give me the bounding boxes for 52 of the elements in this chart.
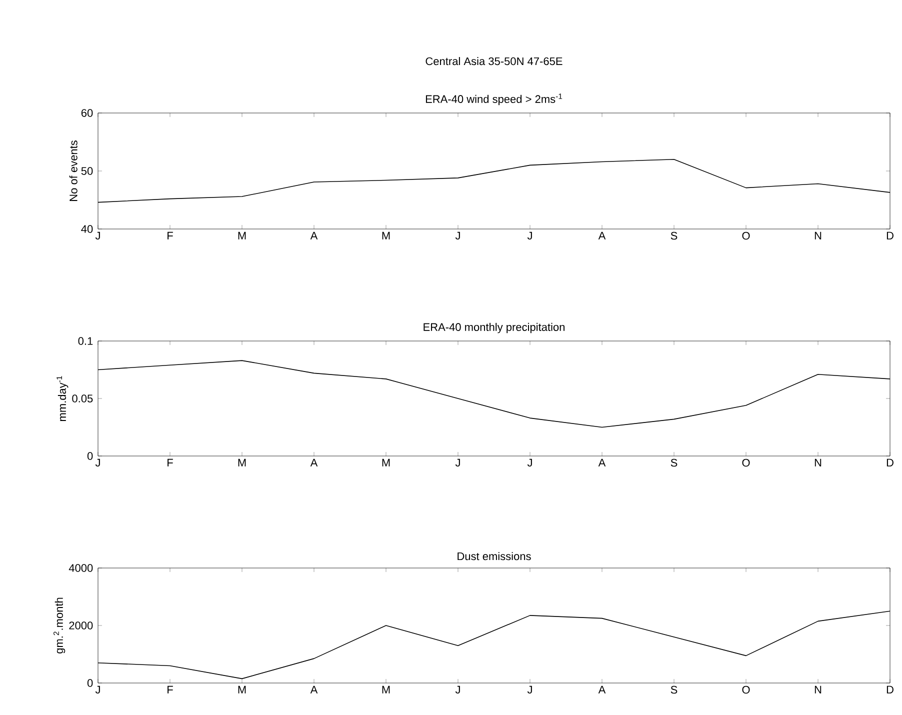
x-tick-label: N (814, 232, 822, 240)
x-tick-label: A (310, 686, 318, 694)
x-tick-label: J (95, 686, 100, 694)
x-tick-label: A (598, 458, 606, 466)
x-tick-label: O (742, 458, 750, 467)
x-tick-label: M (382, 232, 390, 240)
x-tick-label: O (742, 686, 750, 694)
chart-title: ERA-40 monthly precipitation (424, 322, 564, 334)
x-tick-label: S (670, 232, 678, 240)
y-tick-label: 0 (87, 452, 93, 460)
x-tick-label: J (95, 458, 100, 467)
y-tick-label: 4000 (68, 564, 93, 572)
x-tick-label: D (886, 686, 894, 694)
y-axis-title: gm.$^{2}$.month (54, 598, 66, 654)
x-tick-label: J (455, 458, 460, 467)
x-tick-label: J (455, 686, 460, 694)
x-tick-label: F (168, 232, 173, 240)
x-tick-label: M (238, 686, 246, 694)
x-tick-label: O (742, 232, 750, 240)
x-tick-label: M (238, 232, 246, 240)
chart-title: Dust emissions (458, 552, 531, 560)
text: Central Asia 35-50N 47-65E (426, 57, 562, 66)
x-tick-label: M (382, 686, 390, 694)
y-tick-label: 0 (87, 679, 93, 687)
x-tick-label: S (670, 458, 678, 467)
x-tick-label: A (310, 458, 318, 466)
y-tick-label: 2000 (69, 622, 93, 630)
x-tick-label: F (168, 686, 173, 694)
y-tick-label: 50 (81, 167, 93, 175)
x-tick-label: N (814, 686, 822, 694)
x-tick-label: M (382, 458, 390, 466)
y-axis-title: mm.day$^{-1}$ (56, 376, 68, 421)
y-tick-label: 40 (81, 225, 93, 233)
x-tick-label: A (598, 232, 606, 240)
x-tick-label: N (814, 458, 822, 466)
x-tick-label: D (886, 458, 894, 466)
x-tick-label: J (527, 458, 532, 467)
x-tick-label: M (238, 458, 246, 466)
x-tick-label: D (886, 232, 894, 240)
y-tick-label: 0.05 (72, 394, 93, 402)
y-tick-label: 60 (81, 109, 93, 117)
y-tick-label: 0.1 (78, 337, 93, 345)
x-tick-label: F (168, 458, 173, 466)
x-tick-label: J (527, 686, 532, 694)
x-tick-label: A (310, 232, 318, 240)
x-tick-label: S (670, 686, 678, 694)
x-tick-label: J (455, 232, 460, 240)
chart-title: ERA-40 wind speed > 2ms$^{-1}$ (426, 94, 562, 106)
x-tick-label: A (598, 686, 606, 694)
y-axis-title: No of events (69, 140, 78, 201)
x-tick-label: J (527, 232, 532, 240)
x-tick-label: J (95, 232, 100, 240)
